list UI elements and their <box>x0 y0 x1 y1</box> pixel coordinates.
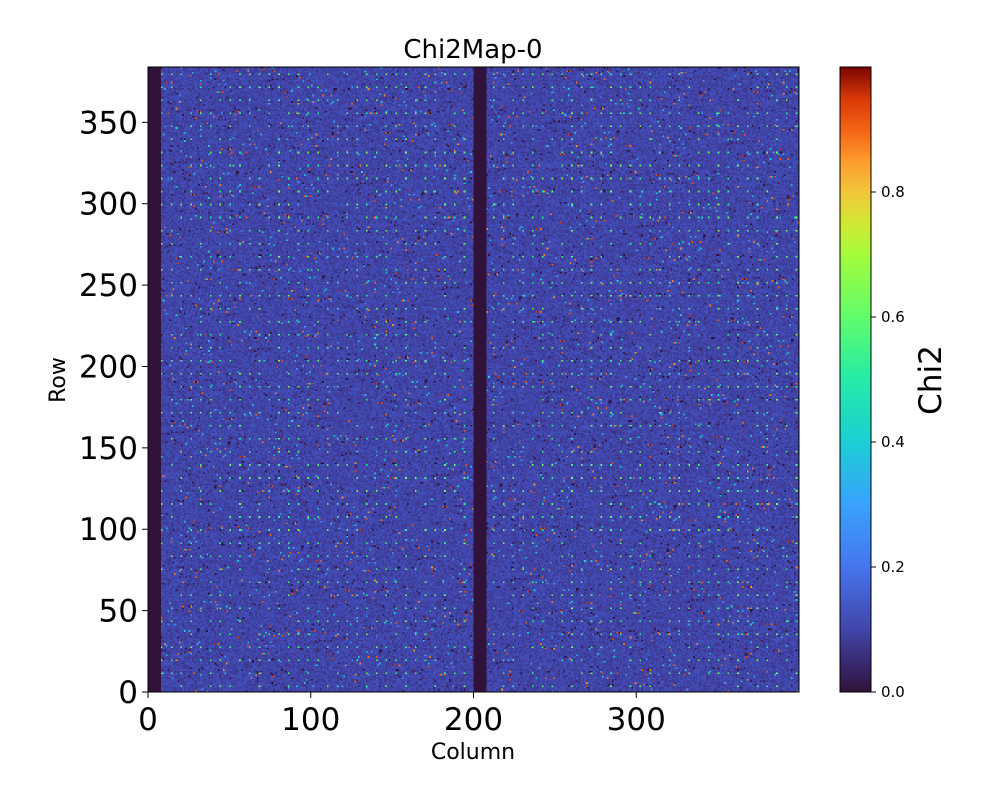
x-axis-ticks: 0 100 200 300 <box>138 692 666 738</box>
x-axis-label: Column <box>431 740 515 765</box>
y-tick-label: 100 <box>79 512 138 548</box>
y-tick-label: 200 <box>79 349 138 385</box>
x-tick-label: 200 <box>444 702 503 738</box>
y-tick-label: 150 <box>79 431 138 467</box>
colorbar-tick-label: 0.4 <box>881 433 905 451</box>
chart-title: Chi2Map-0 <box>403 35 542 65</box>
y-tick-label: 350 <box>79 105 138 141</box>
heatmap-cells <box>148 67 799 692</box>
x-tick-label: 100 <box>281 702 340 738</box>
y-tick-label: 50 <box>99 594 138 630</box>
y-axis-ticks: 0 50 100 150 200 250 300 350 <box>79 105 148 711</box>
colorbar-tick-label: 0.6 <box>881 308 905 326</box>
y-tick-label: 0 <box>118 675 138 711</box>
colorbar-tick-label: 0.8 <box>881 183 905 201</box>
colorbar-tick-label: 0.0 <box>881 683 905 701</box>
y-tick-label: 250 <box>79 268 138 304</box>
colorbar-tick-label: 0.2 <box>881 558 905 576</box>
x-tick-label: 0 <box>138 702 158 738</box>
y-axis-label: Row <box>46 357 71 403</box>
x-tick-label: 300 <box>607 702 666 738</box>
colorbar-label: Chi2 <box>913 345 949 415</box>
colorbar <box>839 66 872 693</box>
colorbar-ticks: 0.0 0.2 0.4 0.6 0.8 <box>871 183 905 701</box>
y-tick-label: 300 <box>79 187 138 223</box>
heatmap-area <box>148 67 799 692</box>
